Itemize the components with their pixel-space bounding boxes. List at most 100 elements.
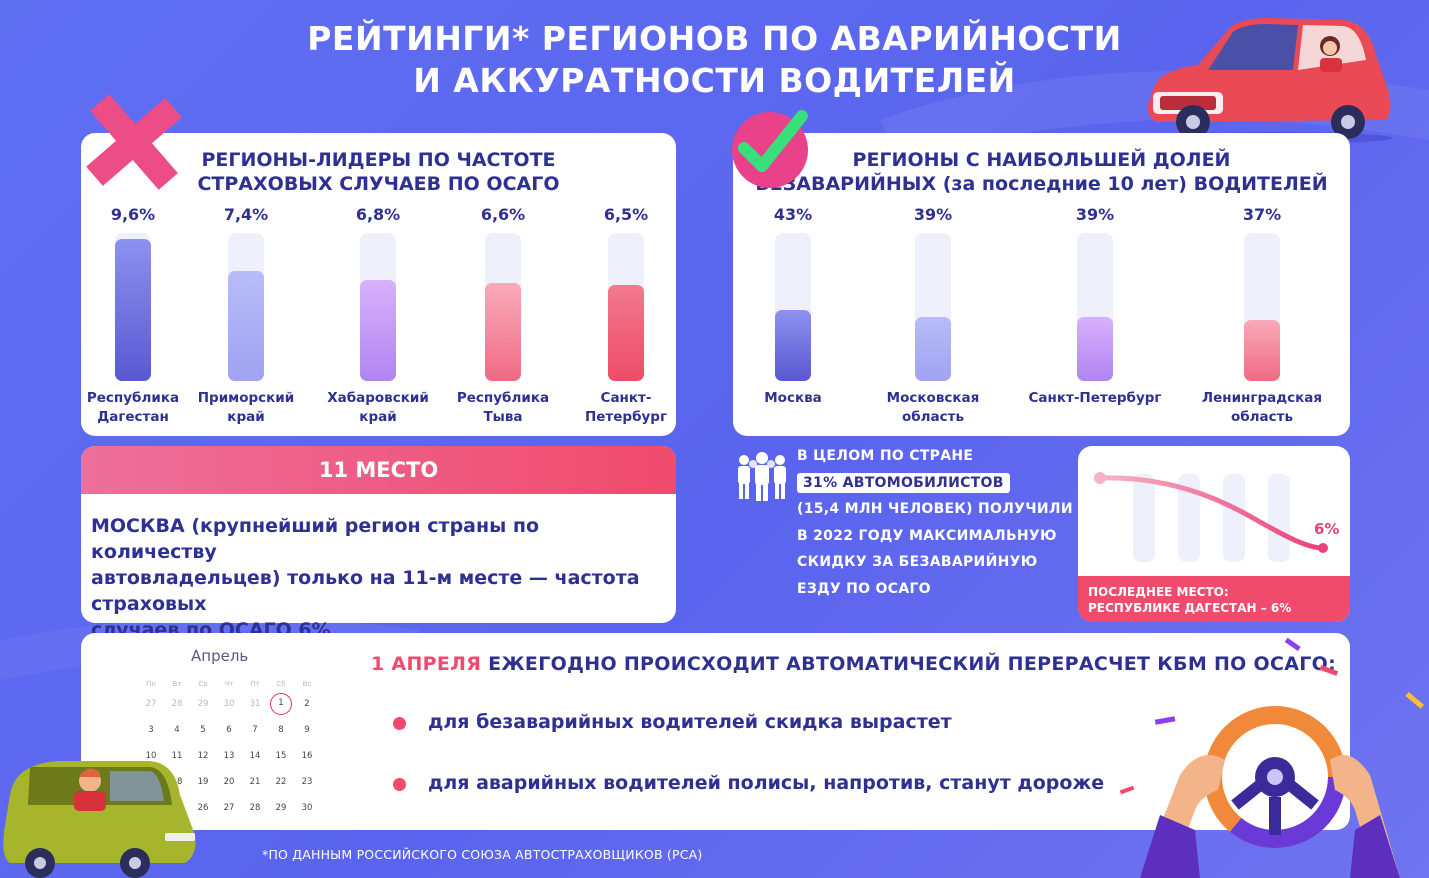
bar-value-label: 6,8%	[355, 205, 401, 224]
last-place-line-chart: 6%	[1094, 472, 1339, 562]
bar-category-label: Московская область	[863, 389, 1003, 427]
bar-category-line: край	[227, 409, 265, 425]
bullet-dot-2	[393, 778, 406, 791]
calendar-day: 27	[145, 699, 157, 709]
bar-value-label: 39%	[1075, 205, 1115, 224]
bar	[485, 283, 521, 381]
bar-value-label: 7,4%	[223, 205, 269, 224]
bar-category-line: Республика	[86, 390, 180, 406]
kbm-card: Апрель Пн Вт Ср Чт Пт Сб Вс 27 28 29 30 31 1 2 3 4 5 6 7 8 9…	[81, 633, 1350, 830]
background-column	[1223, 474, 1245, 562]
bar-category-label: Ленинградская область	[1192, 389, 1332, 427]
steering-wheel-illustration	[1140, 706, 1400, 878]
calendar-day: 21	[249, 777, 261, 787]
bar-category-line: Дагестан	[97, 409, 169, 425]
bar	[228, 271, 264, 381]
calendar-day: 30	[301, 803, 313, 813]
calendar-day: 20	[223, 777, 235, 787]
calendar-day: 30	[223, 699, 235, 709]
last-place-footer: ПОСЛЕДНЕЕ МЕСТО: РЕСПУБЛИКЕ ДАГЕСТАН – 6…	[1078, 576, 1350, 622]
accident-free-card-title: РЕГИОНЫ С НАИБОЛЬШЕЙ ДОЛЕЙ БЕЗАВАРИЙНЫХ …	[755, 149, 1328, 195]
calendar-day-highlighted: 1	[270, 693, 292, 715]
calendar-day: 23	[301, 777, 313, 787]
country-stats: В ЦЕЛОМ ПО СТРАНЕ 31% АВТОМОБИЛИСТОВ (15…	[797, 448, 1073, 597]
bar	[915, 317, 951, 381]
calendar-day: 29	[197, 699, 209, 709]
car-with-man-illustration	[3, 761, 196, 878]
bar	[1077, 317, 1113, 381]
bar-category-line: Московская	[886, 390, 980, 406]
calendar-weekday: Пт	[250, 680, 260, 688]
calendar-day: 12	[197, 751, 209, 761]
series-line	[1097, 475, 1326, 551]
bar-category-line: Петербург	[584, 409, 668, 425]
calendar-day: 16	[301, 751, 313, 761]
calendar-day: 8	[278, 725, 284, 735]
bar	[775, 310, 811, 381]
calendar-weekday: Сб	[276, 680, 286, 688]
bar-category-line: Москва	[764, 390, 822, 406]
bullet-dot-1	[393, 717, 406, 730]
line-point-start	[1094, 472, 1106, 484]
car-with-woman-illustration	[1147, 18, 1393, 144]
leaders-card: РЕГИОНЫ-ЛИДЕРЫ ПО ЧАСТОТЕ СТРАХОВЫХ СЛУЧ…	[81, 133, 676, 436]
bar-category-label: Санкт-Петербург	[1025, 389, 1165, 408]
bar-category-label: Республика Тыва	[433, 389, 573, 427]
last-place-card: 6% ПОСЛЕДНЕЕ МЕСТО: РЕСПУБЛИКЕ ДАГЕСТАН …	[1078, 446, 1350, 622]
page-title: РЕЙТИНГИ* РЕГИОНОВ ПО АВАРИЙНОСТИ И АККУ…	[307, 19, 1122, 100]
bar	[1244, 320, 1280, 381]
line-point-end	[1318, 543, 1328, 553]
calendar-day: 7	[252, 725, 258, 735]
bar-category-line: Хабаровский	[327, 390, 429, 406]
background-column	[1268, 474, 1290, 562]
bar-category-line: Тыва	[483, 409, 523, 425]
bar-category-line: Санкт-	[600, 390, 652, 406]
bar-category-label: Москва	[723, 389, 863, 408]
bar-category-line: Санкт-Петербург	[1028, 390, 1162, 406]
calendar-day: 6	[226, 725, 232, 735]
bar	[360, 280, 396, 381]
footnote: *ПО ДАННЫМ РОССИЙСКОГО СОЮЗА АВТОСТРАХОВ…	[262, 847, 703, 862]
bar-category-label: Хабаровский край	[308, 389, 448, 427]
calendar-weekday: Ср	[198, 680, 208, 688]
calendar-day: 18	[171, 777, 183, 787]
bar	[608, 285, 644, 381]
bar-category-line: Ленинградская	[1201, 390, 1323, 406]
moscow-card: 11 МЕСТО МОСКВА (крупнейший регион стран…	[81, 446, 676, 641]
calendar-weekday: Чт	[224, 680, 234, 688]
bar-category-line: область	[901, 409, 965, 425]
calendar-day: 29	[275, 803, 287, 813]
bullet-text-1: для безаварийных водителей скидка выраст…	[428, 711, 952, 733]
bar-category-line: Приморский	[197, 390, 295, 406]
bar	[115, 239, 151, 381]
bar-value-label: 37%	[1242, 205, 1282, 224]
calendar-day: 4	[174, 725, 180, 735]
leaders-card-title: РЕГИОНЫ-ЛИДЕРЫ ПО ЧАСТОТЕ СТРАХОВЫХ СЛУЧ…	[197, 149, 560, 195]
calendar-weekday: Пн	[146, 680, 156, 688]
country-highlight: 31% АВТОМОБИЛИСТОВ	[797, 472, 1010, 493]
calendar-day: 9	[304, 725, 310, 735]
bar-category-label: Республика Дагестан	[63, 389, 203, 427]
bar-value-label: 43%	[773, 205, 813, 224]
line-value-label: 6%	[1314, 520, 1339, 538]
calendar-day: 3	[148, 725, 154, 735]
bar-category-label: Санкт- Петербург	[556, 389, 696, 427]
bar-value-label: 6,6%	[480, 205, 526, 224]
people-icon	[738, 452, 786, 501]
calendar-day: 11	[171, 751, 183, 761]
calendar-weekday: Вт	[172, 680, 182, 688]
calendar-day: 5	[200, 725, 206, 735]
kbm-title: 1 АПРЕЛЯ ЕЖЕГОДНО ПРОИСХОДИТ АВТОМАТИЧЕС…	[371, 653, 1336, 675]
calendar-day: 28	[249, 803, 261, 813]
background-column	[1178, 474, 1200, 562]
bar-value-label: 6,5%	[603, 205, 649, 224]
bar-category-line: область	[1230, 409, 1294, 425]
bar-category-label: Приморский край	[176, 389, 316, 427]
bar-category-line: край	[359, 409, 397, 425]
calendar-day: 13	[223, 751, 235, 761]
calendar-day: 14	[249, 751, 261, 761]
bar-value-label: 39%	[913, 205, 953, 224]
bar-category-line: Республика	[456, 390, 550, 406]
calendar-day: 15	[275, 751, 287, 761]
calendar-day: 27	[223, 803, 235, 813]
